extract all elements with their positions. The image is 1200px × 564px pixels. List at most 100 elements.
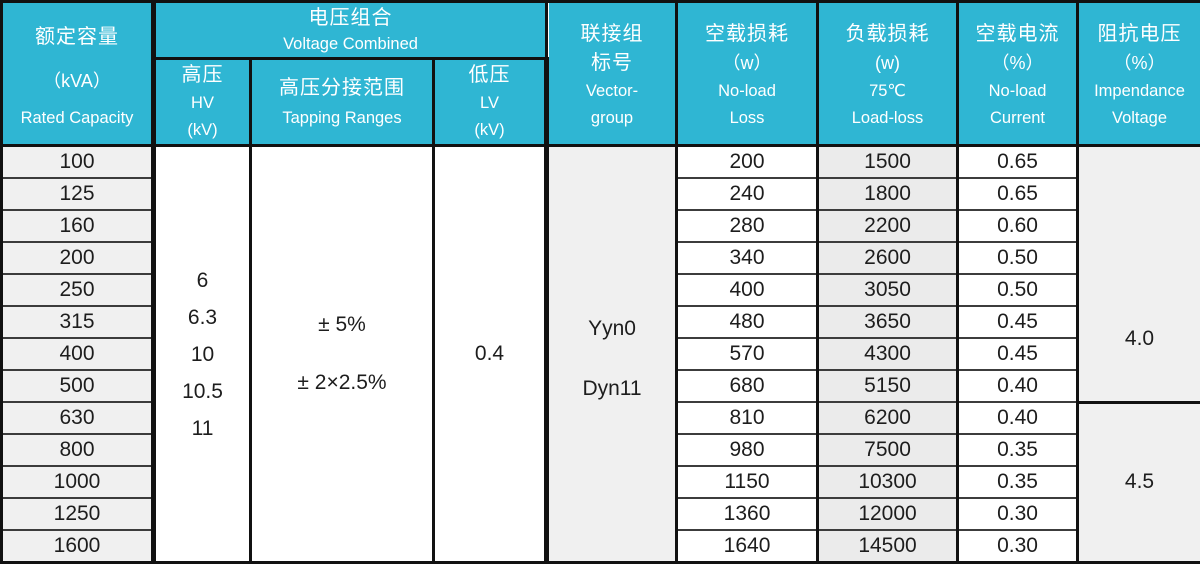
load-loss-cell: 7500	[816, 433, 960, 468]
no-load-loss-cell: 810	[675, 400, 820, 436]
hv-values-cell: 6 6.3 10 10.5 11	[152, 144, 252, 564]
capacity-cell: 1250	[0, 497, 156, 532]
table-row: 160 280 2200 0.60	[0, 208, 1200, 243]
header-voltage-combined-zh: 电压组合	[308, 6, 393, 29]
capacity-cell: 100	[0, 144, 156, 179]
table-row: 1600 1640 14500 0.30	[0, 529, 1200, 564]
capacity-cell: 125	[0, 176, 156, 211]
vector-group-value: Dyn11	[582, 377, 642, 400]
no-load-current-cell: 0.45	[956, 304, 1080, 339]
table-row: 200 340 2600 0.50	[0, 240, 1200, 275]
no-load-current-cell: 0.40	[956, 368, 1080, 404]
load-loss-cell: 12000	[816, 497, 960, 532]
table-row: 315 480 3650 0.45	[0, 304, 1200, 339]
load-loss-cell: 2600	[816, 240, 960, 275]
no-load-loss-cell: 200	[675, 144, 820, 179]
no-load-current-cell: 0.65	[956, 144, 1080, 179]
table-row: 630 810 6200 0.40 4.5	[0, 400, 1200, 564]
capacity-cell: 1600	[0, 529, 156, 564]
no-load-current-cell: 0.45	[956, 336, 1080, 371]
header-load-loss-zh: 负载损耗	[845, 23, 930, 45]
header-load-loss-unit: (w)	[875, 53, 901, 73]
no-load-loss-cell: 980	[675, 433, 820, 468]
header-lv-zh: 低压	[468, 63, 511, 86]
table-row: 125 240 1800 0.65	[0, 176, 1200, 211]
hv-value: 11	[191, 416, 214, 440]
impedance-low-cell: 4.0	[1076, 144, 1200, 404]
header-no-load-loss-en2: Loss	[729, 109, 765, 127]
header-no-load-loss-en1: No-load	[718, 82, 776, 100]
capacity-cell: 1000	[0, 465, 156, 500]
no-load-current-cell: 0.60	[956, 208, 1080, 243]
header-no-load-current-en2: Current	[990, 109, 1046, 127]
header-hv-unit: (kV)	[187, 120, 218, 139]
header-hv-en: HV	[191, 93, 214, 112]
header-no-load-loss-zh: 空载损耗	[705, 23, 790, 45]
header-lv-en: LV	[480, 93, 499, 112]
impedance-high-value: 4.5	[1124, 470, 1155, 494]
no-load-loss-cell: 1150	[675, 465, 820, 500]
capacity-cell: 500	[0, 368, 156, 404]
header-impedance-voltage-en1: Impendance	[1094, 82, 1185, 100]
no-load-current-cell: 0.40	[956, 400, 1080, 436]
capacity-cell: 315	[0, 304, 156, 339]
header-no-load-current-zh: 空载电流	[975, 23, 1060, 45]
no-load-loss-cell: 340	[675, 240, 820, 275]
no-load-current-cell: 0.35	[956, 433, 1080, 468]
capacity-cell: 800	[0, 433, 156, 468]
header-voltage-combined-en: Voltage Combined	[283, 34, 418, 53]
header-lv-unit: (kV)	[474, 120, 505, 139]
header-vector-group-en1: Vector-	[585, 82, 639, 100]
header-no-load-current-en1: No-load	[988, 82, 1047, 100]
load-loss-cell: 1500	[816, 144, 960, 179]
header-impedance-voltage-zh: 阻抗电压	[1097, 23, 1182, 45]
header-tapping-ranges: 高压分接范围 Tapping Ranges	[249, 57, 435, 147]
load-loss-cell: 10300	[816, 465, 960, 500]
header-vector-group-en2: group	[590, 109, 634, 127]
header-no-load-current: 空载电流 （%） No-load Current	[956, 0, 1080, 147]
no-load-loss-cell: 480	[675, 304, 820, 339]
load-loss-cell: 6200	[816, 400, 960, 436]
header-vector-group-zh1: 联接组	[580, 23, 644, 45]
table-row: 100 6 6.3 10 10.5 11 ± 5% ± 2×2.5% 0.4 Y…	[0, 144, 1200, 564]
lv-value-cell: 0.4	[431, 144, 550, 564]
tapping-value: ± 5%	[318, 313, 366, 336]
load-loss-cell: 1800	[816, 176, 960, 211]
header-rated-capacity-zh: 额定容量	[35, 25, 119, 48]
load-loss-cell: 2200	[816, 208, 960, 243]
header-hv-zh: 高压	[181, 63, 224, 86]
header-impedance-voltage-unit: （%）	[1113, 53, 1166, 73]
tapping-values-cell: ± 5% ± 2×2.5%	[249, 144, 435, 564]
header-tapping-zh: 高压分接范围	[279, 77, 405, 99]
capacity-cell: 250	[0, 272, 156, 307]
header-load-loss-temp: 75℃	[869, 82, 906, 100]
header-no-load-loss-unit: （w）	[722, 53, 772, 73]
no-load-loss-cell: 570	[675, 336, 820, 371]
table-body: 100 6 6.3 10 10.5 11 ± 5% ± 2×2.5% 0.4 Y…	[0, 144, 1200, 564]
hv-value: 10.5	[182, 379, 223, 403]
header-voltage-combined: 电压组合 Voltage Combined	[151, 0, 549, 60]
header-no-load-current-unit: （%）	[991, 53, 1044, 73]
hv-value: 6.3	[187, 305, 218, 329]
impedance-high-cell: 4.5	[1076, 400, 1200, 564]
no-load-loss-cell: 1640	[675, 529, 820, 564]
no-load-current-cell: 0.30	[956, 529, 1080, 564]
capacity-cell: 160	[0, 208, 156, 243]
header-rated-capacity-unit: （kVA）	[43, 70, 111, 91]
header-tapping-en: Tapping Ranges	[282, 109, 402, 127]
load-loss-cell: 4300	[816, 336, 960, 371]
no-load-loss-cell: 240	[675, 176, 820, 211]
capacity-cell: 630	[0, 400, 156, 436]
header-vector-group-zh2: 标号	[591, 52, 634, 74]
table-row: 400 570 4300 0.45	[0, 336, 1200, 371]
no-load-current-cell: 0.50	[956, 240, 1080, 275]
hv-value: 6	[196, 268, 209, 292]
hv-value: 10	[190, 342, 215, 366]
table-row: 1000 1150 10300 0.35	[0, 465, 1200, 500]
no-load-loss-cell: 1360	[675, 497, 820, 532]
table-row: 800 980 7500 0.35	[0, 433, 1200, 468]
tapping-value: ± 2×2.5%	[297, 371, 387, 394]
load-loss-cell: 14500	[816, 529, 960, 564]
header-impedance-voltage-en2: Voltage	[1111, 109, 1168, 127]
